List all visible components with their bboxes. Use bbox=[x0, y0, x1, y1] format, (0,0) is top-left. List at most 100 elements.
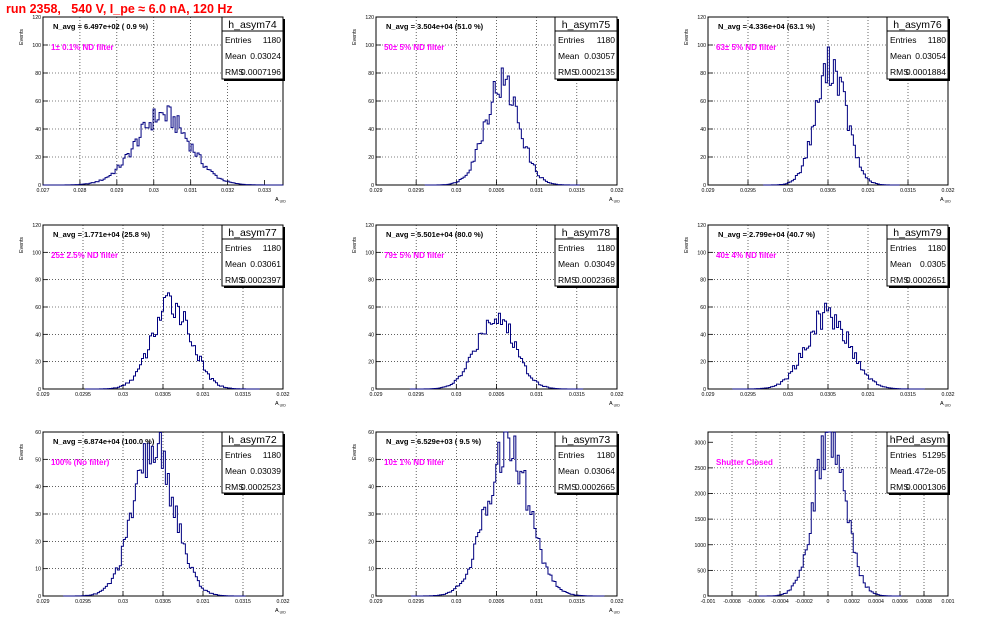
x-tick-label: 0.03 bbox=[451, 188, 461, 194]
x-tick-label: 0.0305 bbox=[820, 392, 836, 398]
stats-label: Entries bbox=[558, 243, 584, 253]
y-tick-label: 80 bbox=[700, 71, 706, 77]
x-tick-label: -0.0006 bbox=[747, 599, 765, 605]
stats-value: 1.472e-05 bbox=[908, 466, 947, 476]
y-tick-label: 1500 bbox=[694, 517, 706, 523]
x-tick-label: 0.0315 bbox=[569, 599, 585, 605]
y-tick-label: 120 bbox=[365, 223, 374, 229]
filter-annotation: 40± 4% ND filter bbox=[716, 251, 776, 260]
x-tick-label: 0.03 bbox=[783, 392, 793, 398]
stats-label: Entries bbox=[890, 35, 916, 45]
stats-box: h_asym73 Entries 1180 Mean 0.03064 RMS0.00026… bbox=[554, 431, 619, 495]
x-tick-label: 0.0315 bbox=[900, 188, 916, 194]
y-tick-label: 0 bbox=[371, 183, 374, 189]
histogram-h_asym78: 0.029 0.0295 0.03 0.0305 0.031 0.0315 0.032 0 20… bbox=[352, 223, 624, 408]
stats-value: 0.0002665 bbox=[575, 482, 615, 492]
histogram-curve bbox=[762, 46, 900, 186]
y-tick-label: 120 bbox=[697, 223, 706, 229]
y-tick-label: 80 bbox=[368, 71, 374, 77]
y-tick-label: 30 bbox=[368, 512, 374, 518]
x-tick-label: 0.0315 bbox=[900, 392, 916, 398]
stats-box-name: h_asym78 bbox=[562, 227, 611, 239]
stats-label: Entries bbox=[558, 35, 584, 45]
stats-value: 1180 bbox=[597, 450, 616, 460]
x-tick-label: 0.032 bbox=[611, 188, 624, 194]
y-tick-label: 120 bbox=[365, 15, 374, 21]
x-tick-label: 0.0295 bbox=[75, 392, 91, 398]
y-tick-label: 60 bbox=[700, 305, 706, 311]
y-tick-label: 120 bbox=[32, 15, 41, 21]
stats-value: 1180 bbox=[263, 450, 282, 460]
x-axis-title: A UID bbox=[609, 608, 620, 615]
stats-label: Entries bbox=[890, 243, 916, 253]
y-tick-label: 100 bbox=[32, 250, 41, 256]
y-tick-label: 0 bbox=[371, 594, 374, 600]
y-tick-label: 0 bbox=[703, 594, 706, 600]
x-tick-label: 0.031 bbox=[530, 599, 543, 605]
x-tick-label: -0.001 bbox=[701, 599, 716, 605]
stats-box: h_asym77 Entries 1180 Mean 0.03061 RMS0.00023… bbox=[221, 224, 285, 288]
stats-box: h_asym79 Entries 1180 Mean 0.0305 RMS0.000265… bbox=[886, 224, 950, 288]
x-tick-label: 0.032 bbox=[221, 188, 234, 194]
y-tick-label: 20 bbox=[35, 539, 41, 545]
y-axis-title: Events bbox=[684, 237, 690, 253]
stats-label: Entries bbox=[225, 450, 251, 460]
filter-annotation: 63± 5% ND filter bbox=[716, 43, 776, 52]
stats-box-name: h_asym77 bbox=[228, 227, 277, 239]
x-axis-title: A UID bbox=[940, 401, 951, 408]
x-tick-label: 0.032 bbox=[942, 392, 955, 398]
y-axis-title: Events bbox=[19, 444, 25, 460]
y-tick-label: 100 bbox=[697, 43, 706, 49]
x-tick-label: 0.03 bbox=[451, 392, 461, 398]
histogram-curve bbox=[758, 431, 902, 597]
x-tick-label: 0.0295 bbox=[740, 392, 756, 398]
y-tick-label: 20 bbox=[368, 360, 374, 366]
y-tick-label: 60 bbox=[35, 305, 41, 311]
stats-value: 0.03049 bbox=[584, 259, 615, 269]
x-tick-label: 0.0295 bbox=[75, 599, 91, 605]
x-tick-label: 0.027 bbox=[37, 188, 50, 194]
y-tick-label: 20 bbox=[368, 155, 374, 161]
histogram-title-text: N_avg = 4.336e+04 (63.1 %) bbox=[718, 22, 816, 31]
stats-value: 0.0001306 bbox=[906, 482, 946, 492]
stats-label: Mean bbox=[558, 51, 580, 61]
stats-box-name: hPed_asym bbox=[890, 434, 946, 446]
histogram-curve bbox=[85, 292, 261, 390]
y-tick-label: 120 bbox=[32, 223, 41, 229]
x-tick-label: 0.031 bbox=[184, 188, 197, 194]
x-tick-label: 0.0305 bbox=[489, 599, 505, 605]
histogram-title-text: N_avg = 2.799e+04 (40.7 %) bbox=[718, 230, 816, 239]
stats-label: Entries bbox=[890, 450, 916, 460]
x-tick-label: 0.0295 bbox=[740, 188, 756, 194]
x-tick-label: 0.029 bbox=[370, 392, 383, 398]
x-tick-label: 0.0295 bbox=[408, 188, 424, 194]
x-tick-label: 0.031 bbox=[197, 392, 210, 398]
stats-box-name: h_asym79 bbox=[893, 227, 942, 239]
stats-box: h_asym78 Entries 1180 Mean 0.03049 RMS0.00023… bbox=[554, 224, 619, 288]
histogram-title-text: N_avg = 6.529e+03 ( 9.5 %) bbox=[386, 437, 482, 446]
y-tick-label: 60 bbox=[368, 305, 374, 311]
stats-label: RMS bbox=[558, 275, 577, 285]
x-axis-title: A UID bbox=[275, 197, 286, 204]
x-tick-label: 0.032 bbox=[942, 188, 955, 194]
stats-value: 0.0007196 bbox=[241, 67, 281, 77]
filter-annotation: 1± 0.1% ND filter bbox=[51, 43, 114, 52]
stats-value: 0.03057 bbox=[584, 51, 615, 61]
x-tick-label: 0.0305 bbox=[489, 188, 505, 194]
x-tick-label: 0.031 bbox=[197, 599, 210, 605]
x-tick-label: 0.031 bbox=[530, 392, 543, 398]
stats-box-name: h_asym73 bbox=[562, 434, 611, 446]
stats-label: RMS bbox=[890, 67, 909, 77]
y-tick-label: 40 bbox=[368, 332, 374, 338]
x-tick-label: 0.0315 bbox=[235, 599, 251, 605]
stats-value: 0.0002135 bbox=[575, 67, 615, 77]
y-tick-label: 50 bbox=[368, 457, 374, 463]
y-tick-label: 3000 bbox=[694, 440, 706, 446]
x-tick-label: 0.0315 bbox=[569, 188, 585, 194]
run-title: run 2358, 540 V, I_pe ≈ 6.0 nA, 120 Hz bbox=[6, 2, 233, 16]
filter-annotation: 100% (No filter) bbox=[51, 458, 110, 467]
stats-label: Mean bbox=[225, 466, 247, 476]
y-tick-label: 40 bbox=[35, 332, 41, 338]
y-tick-label: 500 bbox=[697, 568, 706, 574]
